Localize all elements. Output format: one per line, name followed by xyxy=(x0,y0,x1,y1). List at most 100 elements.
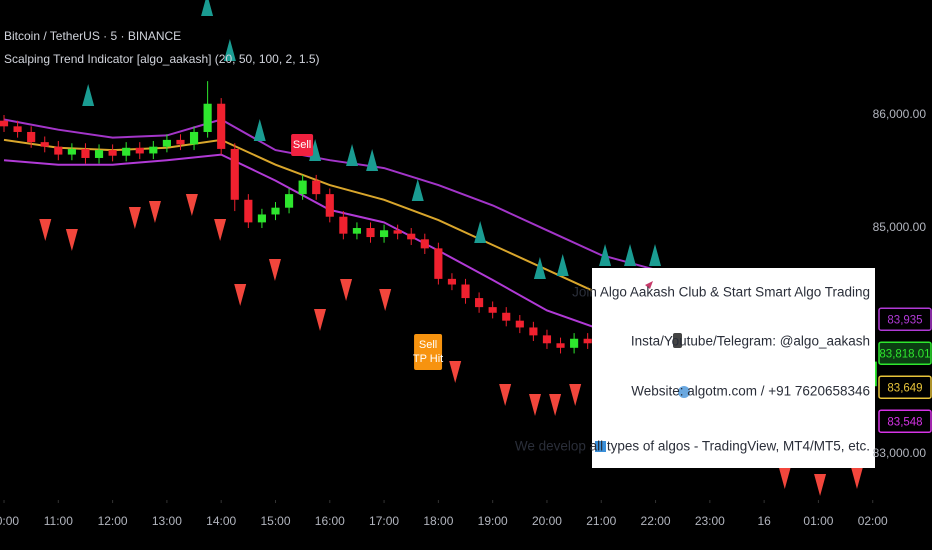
x-tick-label: 20:00 xyxy=(532,514,562,528)
buy-signal xyxy=(411,178,424,201)
candle-body xyxy=(176,139,185,145)
candle-body xyxy=(0,120,9,127)
candle-body xyxy=(13,126,22,132)
sell-signal xyxy=(65,229,78,251)
y-tick-label: 83,000.00 xyxy=(873,446,927,460)
promo-line: Join Algo Aakash Club & Start Smart Algo… xyxy=(572,285,870,300)
candle-body xyxy=(162,139,171,147)
signal-label-box xyxy=(291,133,314,156)
candle-body xyxy=(203,103,212,132)
buy-signal xyxy=(533,257,546,280)
price-tag xyxy=(878,409,932,433)
price-tag-label: 83,548 xyxy=(887,416,922,428)
y-tick-label: 85,000.00 xyxy=(873,220,927,234)
price-tag xyxy=(878,341,932,365)
indicator-title: Scalping Trend Indicator [algo_aakash] (… xyxy=(4,52,320,66)
sell-signal xyxy=(128,206,141,229)
candle-body xyxy=(583,338,592,344)
x-tick-label: 10:00 xyxy=(0,514,19,528)
sell-signal xyxy=(268,258,281,281)
price-tag-label: 83,818.01 xyxy=(879,348,930,360)
x-tick-label: 19:00 xyxy=(478,514,508,528)
y-tick-label: 86,000.00 xyxy=(873,107,927,121)
candle-body xyxy=(556,343,565,348)
candle-body xyxy=(284,194,294,208)
candle-body xyxy=(515,320,524,328)
candle-body xyxy=(488,307,497,313)
buy-signal xyxy=(649,244,662,267)
candle-body xyxy=(217,103,226,149)
candle-body xyxy=(271,207,280,215)
buy-signal xyxy=(599,244,612,267)
buy-signal xyxy=(253,118,266,141)
sell-signal xyxy=(148,200,161,223)
sell-signal xyxy=(569,384,582,407)
square-icon xyxy=(595,441,606,452)
x-tick-label: 02:00 xyxy=(858,514,888,528)
candle-body xyxy=(149,146,158,154)
x-tick-label: 01:00 xyxy=(803,514,833,528)
sell-signal xyxy=(449,360,462,383)
price-tag xyxy=(878,375,932,399)
candle-body xyxy=(94,150,104,158)
candle-body xyxy=(27,131,36,143)
candle-body xyxy=(339,216,348,234)
buy-signal xyxy=(474,220,487,243)
x-tick-label: 23:00 xyxy=(695,514,725,528)
candle-body xyxy=(325,194,334,217)
x-tick-label: 14:00 xyxy=(206,514,236,528)
x-tick-label: 16:00 xyxy=(315,514,345,528)
signal-label-box xyxy=(414,333,443,370)
buy-signal xyxy=(366,149,379,171)
candle-body xyxy=(298,180,307,195)
candle-body xyxy=(189,131,199,145)
globe-icon xyxy=(678,386,690,398)
signal-label: Sell xyxy=(419,339,437,351)
candle-body xyxy=(135,147,144,154)
candle-body xyxy=(67,148,76,155)
x-tick-label: 18:00 xyxy=(423,514,453,528)
price-tag xyxy=(878,307,932,331)
price-tag-label: 83,935 xyxy=(887,314,922,326)
sell-signal xyxy=(778,466,791,489)
promo-background xyxy=(592,268,875,468)
sell-signal xyxy=(214,218,227,241)
candle-body xyxy=(570,338,579,348)
x-tick-label: 21:00 xyxy=(586,514,616,528)
buy-signal xyxy=(223,39,236,62)
candle-body xyxy=(230,148,239,200)
sell-signal xyxy=(549,393,562,416)
candle-body xyxy=(529,327,538,336)
candle-body xyxy=(461,284,470,299)
signal-label: TP Hit xyxy=(413,353,443,365)
sell-signal xyxy=(314,309,327,331)
price-tag-label: 83,649 xyxy=(887,382,922,394)
sell-signal xyxy=(529,393,542,416)
candle-body xyxy=(366,228,375,238)
candle-body xyxy=(81,148,90,158)
promo-line: Website: algotm.com / +91 7620658346 xyxy=(631,384,870,399)
candle-body xyxy=(312,180,321,195)
candle-body xyxy=(257,214,266,223)
rocket-icon xyxy=(645,281,653,289)
sell-signal xyxy=(379,289,392,311)
buy-signal xyxy=(82,84,95,107)
buy-signal xyxy=(201,0,214,16)
candle-body xyxy=(434,248,443,279)
candle-body xyxy=(502,312,511,321)
candle-body xyxy=(380,230,389,238)
promo-line: We develop all types of algos - TradingV… xyxy=(515,439,870,454)
sell-signal xyxy=(39,218,52,241)
sell-signal xyxy=(340,278,353,301)
candle-body xyxy=(542,335,552,344)
x-tick-label: 17:00 xyxy=(369,514,399,528)
candle-body xyxy=(244,199,253,223)
candle-body xyxy=(475,298,484,308)
price-axis: 83,000.00 85,000.00 86,000.00 83,935 83,818.… xyxy=(873,107,932,460)
promo-box: Join Algo Aakash Club & Start Smart Algo… xyxy=(515,268,875,468)
chart-title: Bitcoin / TetherUS · 5 · BINANCE xyxy=(4,29,181,43)
candle-body xyxy=(54,146,63,155)
candle-body xyxy=(447,278,457,285)
phone-icon xyxy=(673,333,682,348)
